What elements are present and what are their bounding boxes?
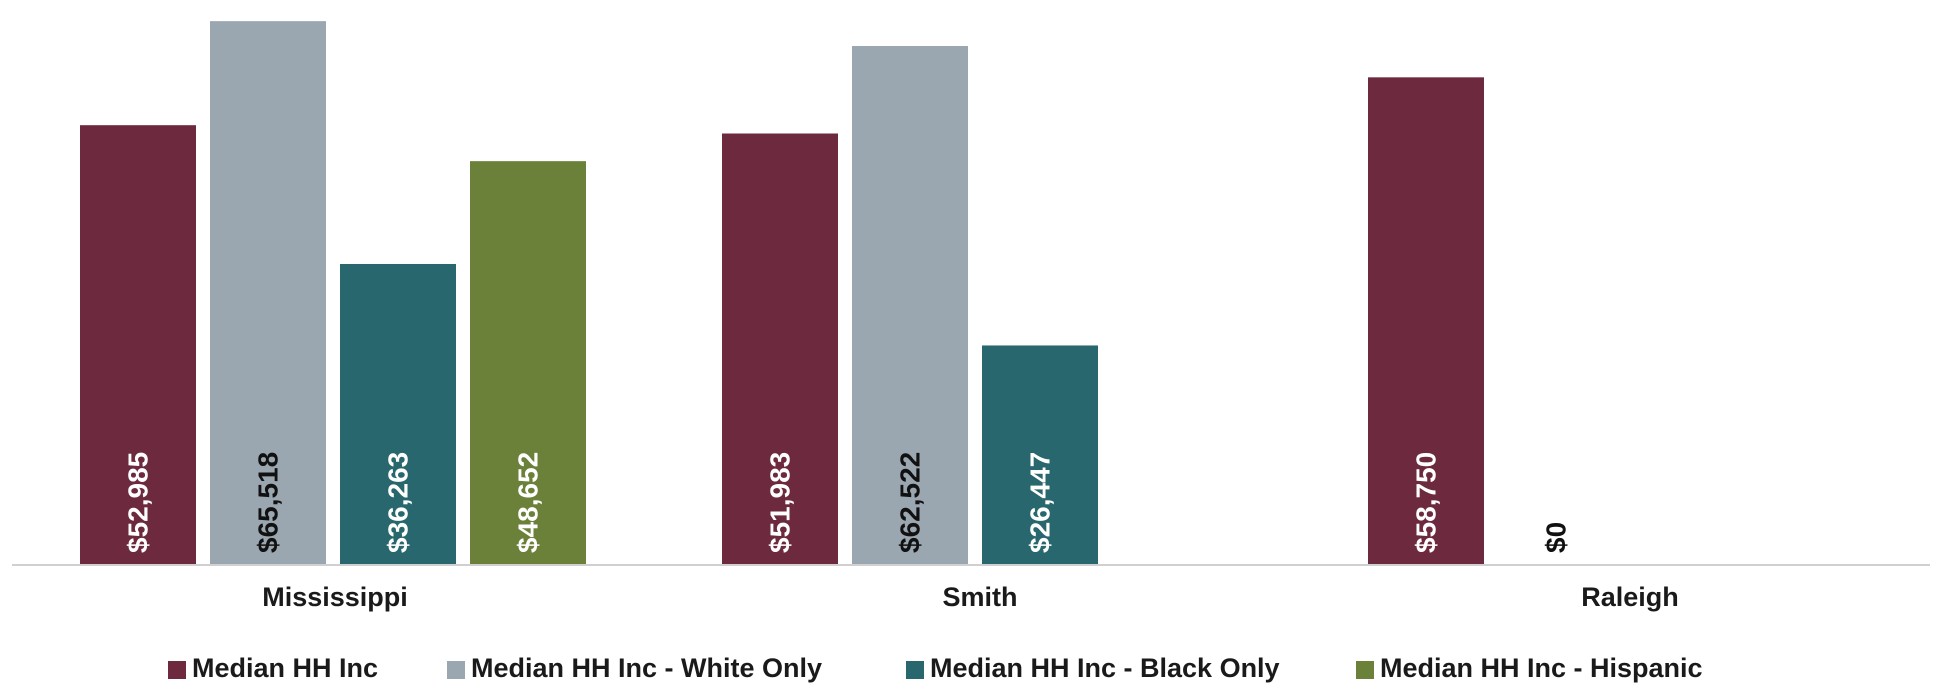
legend-label-median-hh-inc: Median HH Inc [192,653,378,683]
bar-mississippi-median-hh-inc [80,125,196,565]
category-label-mississippi: Mississippi [262,582,408,612]
legend-label-median-hh-inc-black-only: Median HH Inc - Black Only [930,653,1280,683]
category-label-smith: Smith [942,582,1017,612]
legend-swatch-median-hh-inc [168,661,186,679]
data-label-smith-median-hh-inc: $51,983 [765,452,796,553]
data-label-raleigh-median-hh-inc-white-only: $0 [1541,522,1572,553]
bar-mississippi-median-hh-inc-black-only [340,263,456,565]
bar-raleigh-median-hh-inc [1368,77,1484,566]
legend-swatch-median-hh-inc-white-only [447,661,465,679]
bar-smith-median-hh-inc-white-only [852,46,968,566]
data-label-mississippi-median-hh-inc-black-only: $36,263 [383,452,414,553]
data-label-mississippi-median-hh-inc: $52,985 [123,452,154,553]
bars-group [80,21,1484,566]
bar-mississippi-median-hh-inc-hispanic [470,161,586,565]
legend-label-median-hh-inc-hispanic: Median HH Inc - Hispanic [1380,653,1703,683]
bar-smith-median-hh-inc-black-only [982,345,1098,565]
data-label-mississippi-median-hh-inc-hispanic: $48,652 [513,452,544,553]
data-label-raleigh-median-hh-inc: $58,750 [1411,452,1442,553]
data-label-smith-median-hh-inc-white-only: $62,522 [895,452,926,553]
bar-mississippi-median-hh-inc-white-only [210,21,326,565]
data-label-smith-median-hh-inc-black-only: $26,447 [1025,452,1056,553]
legend-label-median-hh-inc-white-only: Median HH Inc - White Only [471,653,822,683]
legend-swatch-median-hh-inc-black-only [906,661,924,679]
category-label-raleigh: Raleigh [1581,582,1679,612]
data-label-mississippi-median-hh-inc-white-only: $65,518 [253,452,284,553]
category-labels-group: Mississippi Smith Raleigh [262,582,1679,612]
bar-smith-median-hh-inc [722,133,838,565]
legend: Median HH Inc Median HH Inc - White Only M… [168,653,1703,683]
legend-swatch-median-hh-inc-hispanic [1356,661,1374,679]
value-labels-group: $52,985 $51,983 $58,750 $65,518 $62,522 $0 $36… [123,452,1572,553]
